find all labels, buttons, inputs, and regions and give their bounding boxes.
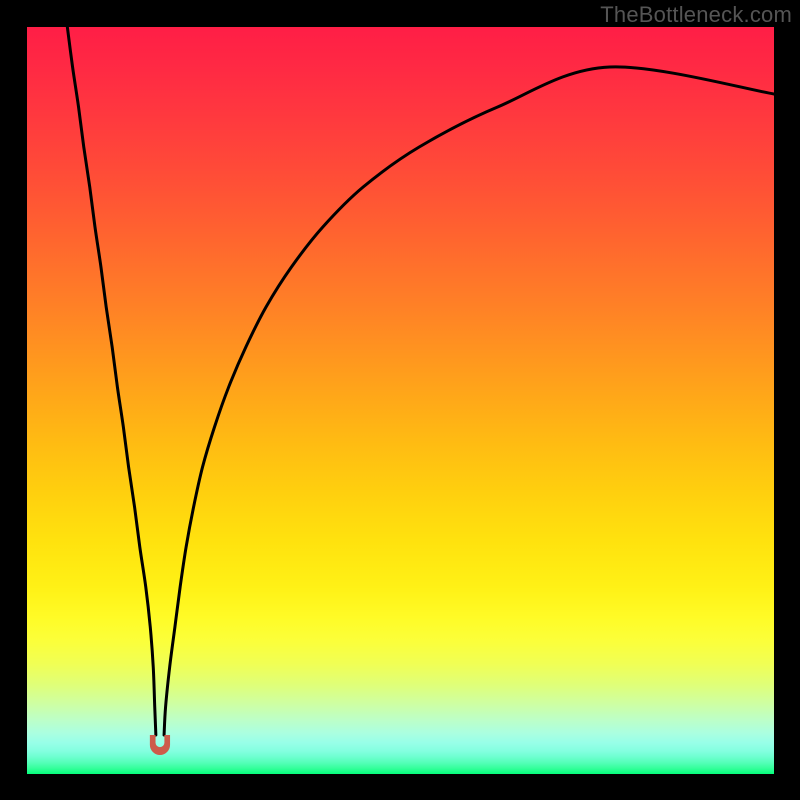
gradient-background <box>27 27 774 774</box>
bottleneck-chart <box>27 27 774 774</box>
watermark-text: TheBottleneck.com <box>600 2 792 28</box>
chart-container: TheBottleneck.com <box>0 0 800 800</box>
